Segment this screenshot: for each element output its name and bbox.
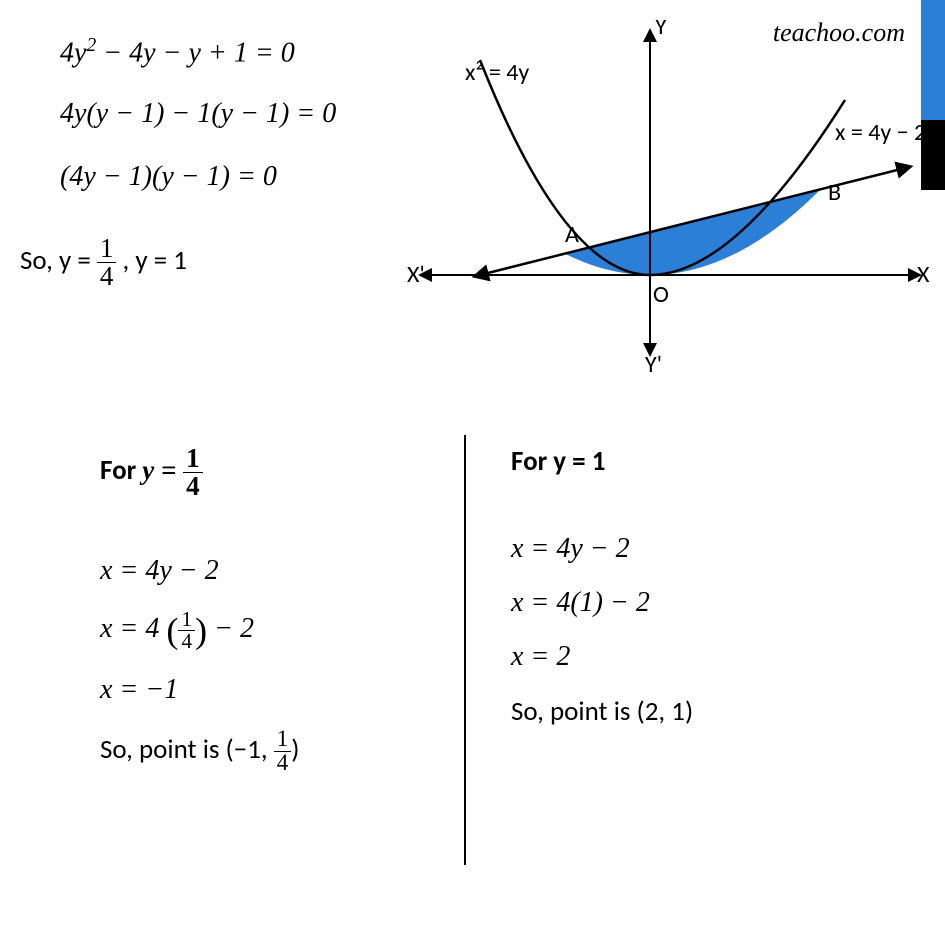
solve-prefix: So, y = bbox=[20, 244, 97, 277]
equation-step-2: 4y(y − 1) − 1(y − 1) = 0 bbox=[60, 98, 336, 130]
graph-diagram: Y Y' X X' O A B x² = 4y x = 4y − 2 bbox=[405, 20, 935, 380]
column-right: For y = 1 x = 4y − 2 x = 4(1) − 2 x = 2 … bbox=[466, 435, 875, 865]
solve-suffix: , y = 1 bbox=[116, 244, 187, 277]
label-Y: Y bbox=[655, 20, 667, 41]
label-A: A bbox=[565, 220, 579, 249]
col-right-l1: x = 4y − 2 bbox=[511, 533, 830, 565]
col-left-l1: x = 4y − 2 bbox=[100, 555, 419, 587]
col-right-result: So, point is (2, 1) bbox=[511, 695, 830, 728]
column-left: For y = 14 x = 4y − 2 x = 4 (14) − 2 x =… bbox=[55, 435, 466, 865]
col-left-result: So, point is (−1, 14) bbox=[100, 728, 419, 775]
equation-step-1: 4y2 − 4y − y + 1 = 0 bbox=[60, 35, 295, 69]
col-right-l3: x = 2 bbox=[511, 641, 830, 673]
col-right-header: For y = 1 bbox=[511, 445, 830, 478]
label-Yp: Y' bbox=[645, 350, 662, 379]
label-parabola: x² = 4y bbox=[465, 58, 529, 87]
shaded-region bbox=[565, 190, 820, 275]
col-left-header-frac: 14 bbox=[183, 445, 203, 500]
solution-line: So, y = 14 , y = 1 bbox=[20, 235, 187, 290]
equation-step-3: (4y − 1)(y − 1) = 0 bbox=[60, 161, 277, 193]
solve-frac: 14 bbox=[97, 235, 117, 290]
col-left-header: For y = 14 bbox=[100, 445, 419, 500]
col-left-l2: x = 4 (14) − 2 bbox=[100, 609, 419, 652]
col-right-l2: x = 4(1) − 2 bbox=[511, 587, 830, 619]
col-left-l3: x = −1 bbox=[100, 674, 419, 706]
label-O: O bbox=[653, 280, 669, 309]
solution-columns: For y = 14 x = 4y − 2 x = 4 (14) − 2 x =… bbox=[55, 435, 875, 865]
label-Xp: X' bbox=[407, 260, 425, 289]
label-X: X bbox=[917, 260, 930, 289]
label-B: B bbox=[828, 178, 841, 207]
label-line: x = 4y − 2 bbox=[835, 118, 926, 147]
